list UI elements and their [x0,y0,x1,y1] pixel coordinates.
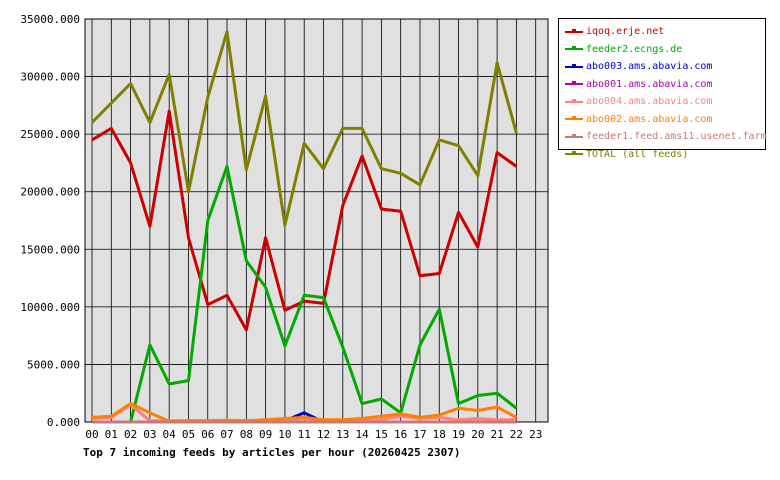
legend-item: feeder1.feed.ams11.usenet.farm [559,128,767,146]
y-tick-label: 25000.000 [20,128,80,141]
legend-swatch [565,133,583,138]
series-line [90,30,518,227]
x-tick-label: 22 [510,428,523,441]
x-tick-label: 21 [491,428,504,441]
legend-item: feeder2.ecngs.de [559,41,765,59]
x-tick-label: 23 [529,428,542,441]
x-tick-label: 18 [433,428,446,441]
legend-label: abo003.ams.abavia.com [586,61,713,73]
y-tick-label: 35000.000 [20,13,80,26]
plot-area [84,18,549,423]
x-tick-label: 11 [298,428,311,441]
x-tick-label: 16 [394,428,407,441]
legend-item: abo001.ams.abavia.com [559,76,765,94]
x-tick-label: 09 [259,428,272,441]
y-axis-ticks: 0.000 5000.000 10000.000 15000.000 20000.000… [20,13,80,429]
legend-item: TOTAL (all feeds) [559,146,765,164]
legend-item: abo004.ams.abavia.com [559,93,765,111]
legend-label: abo002.ams.abavia.com [586,113,713,125]
x-tick-label: 12 [317,428,330,441]
y-tick-label: 10000.000 [20,301,80,314]
legend-label: abo001.ams.abavia.com [586,78,713,90]
legend-swatch [565,28,583,33]
x-tick-label: 15 [375,428,388,441]
x-tick-label: 17 [413,428,426,441]
legend-label: TOTAL (all feeds) [586,148,689,160]
legend-item: abo002.ams.abavia.com [559,111,765,129]
x-tick-label: 02 [124,428,137,441]
legend-swatch [565,81,583,86]
legend-swatch [565,116,583,121]
x-tick-label: 04 [163,428,177,441]
series-line [91,109,518,332]
legend-item: abo003.ams.abavia.com [559,58,765,76]
y-tick-label: 15000.000 [20,243,80,256]
y-tick-label: 5000.000 [27,358,80,371]
x-tick-label: 01 [105,428,118,441]
x-tick-label: 05 [182,428,195,441]
legend-label: feeder1.feed.ams11.usenet.farm [586,131,767,143]
x-tick-label: 10 [278,428,291,441]
y-tick-label: 20000.000 [20,186,80,199]
x-tick-label: 03 [143,428,156,441]
legend-label: iqoq.erje.net [586,26,665,38]
legend-swatch [565,46,583,51]
y-tick-label: 30000.000 [20,71,80,84]
x-tick-label: 00 [85,428,98,441]
x-tick-label: 20 [471,428,484,441]
legend-label: abo004.ams.abavia.com [586,96,713,108]
x-tick-label: 14 [355,428,369,441]
legend-item: iqoq.erje.net [559,23,765,41]
series-line [92,164,518,424]
x-tick-label: 08 [240,428,253,441]
x-tick-label: 06 [201,428,214,441]
legend: iqoq.erje.net feeder2.ecngs.de abo003.ams.… [558,18,767,160]
y-tick-label: 0.000 [47,416,80,429]
legend-swatch [565,63,583,68]
series-line [91,402,518,423]
x-tick-label: 13 [336,428,349,441]
legend-swatch [565,98,583,103]
x-tick-label: 07 [220,428,233,441]
series-lines [90,30,518,424]
legend-swatch [565,151,583,156]
chart-title: Top 7 incoming feeds by articles per hou… [83,446,461,459]
x-axis-ticks: 00 01 02 03 04 05 06 07 08 09 10 11 12 13 14 15 16 17 18 19… [85,428,542,441]
x-tick-label: 19 [452,428,465,441]
legend-label: feeder2.ecngs.de [586,43,683,55]
